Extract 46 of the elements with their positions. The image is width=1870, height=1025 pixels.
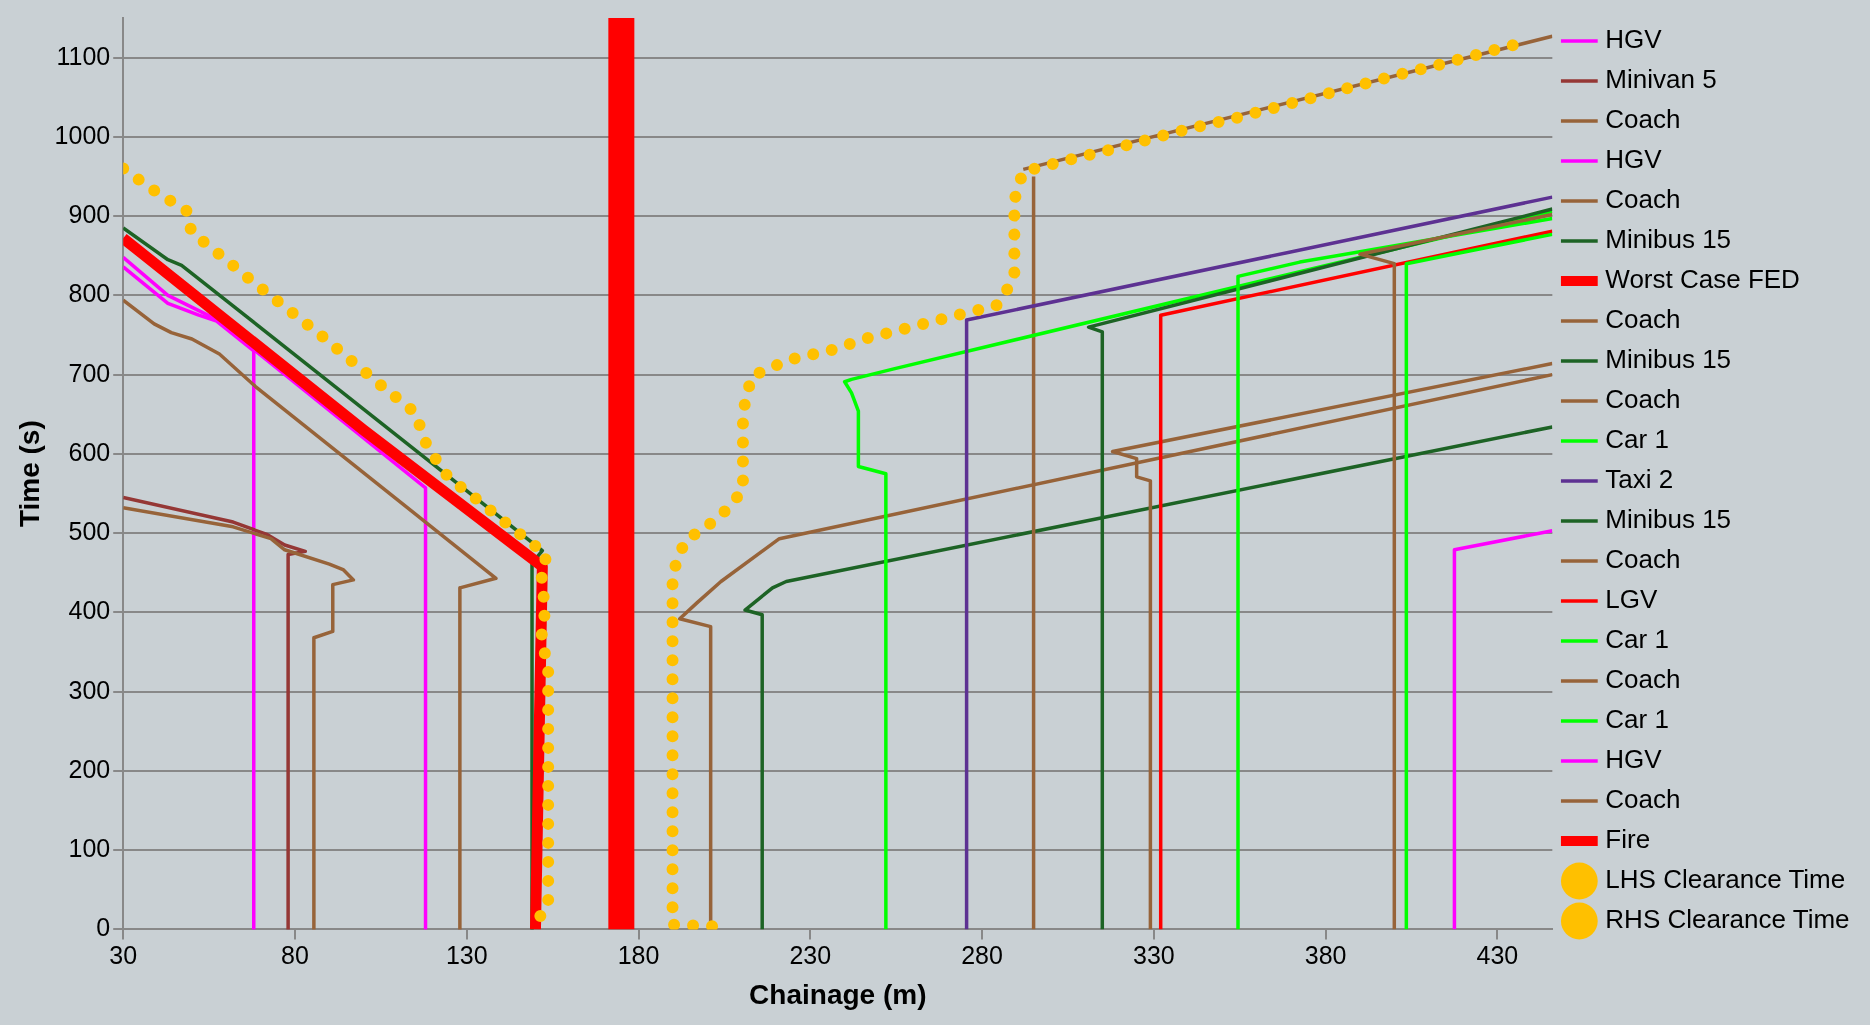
legend-label: Coach: [1605, 784, 1681, 815]
legend-label: Worst Case FED: [1605, 264, 1800, 295]
y-tick-label: 0: [96, 913, 111, 942]
y-tick-label: 800: [68, 279, 111, 308]
x-tick-label: 330: [1132, 941, 1175, 970]
x-tick-label: 130: [445, 941, 488, 970]
legend-label: RHS Clearance Time: [1605, 904, 1850, 935]
legend-label: Minibus 15: [1605, 224, 1732, 255]
y-tick-label: 600: [68, 437, 111, 466]
y-axis-title: Time (s): [13, 420, 45, 528]
legend-label: Coach: [1605, 184, 1681, 215]
legend-label: Coach: [1605, 104, 1681, 135]
legend-label: Car 1: [1605, 624, 1669, 655]
x-tick-label: 280: [961, 941, 1003, 970]
legend-label: HGV: [1605, 144, 1663, 175]
x-tick-label: 230: [789, 941, 832, 970]
legend-label: LGV: [1605, 584, 1659, 615]
y-tick-label: 300: [68, 675, 111, 704]
x-tick-label: 30: [109, 941, 138, 970]
y-tick-label: 700: [68, 358, 111, 387]
legend-label: Coach: [1605, 384, 1681, 415]
legend-label: Minibus 15: [1605, 504, 1732, 535]
legend-label: HGV: [1605, 744, 1663, 775]
legend-label: HGV: [1605, 24, 1663, 55]
legend-label: Car 1: [1605, 704, 1669, 735]
legend-label: Car 1: [1605, 424, 1669, 455]
y-tick-label: 1100: [56, 41, 111, 70]
y-tick-label: 1000: [54, 120, 111, 149]
x-tick-label: 380: [1304, 941, 1347, 970]
x-tick-label: 180: [617, 941, 660, 970]
legend-label: Fire: [1605, 824, 1651, 855]
y-tick-label: 500: [68, 517, 111, 546]
legend-label: Minibus 15: [1605, 344, 1732, 375]
legend-label: Minivan 5: [1605, 64, 1717, 95]
y-tick-label: 400: [68, 596, 111, 625]
x-tick-label: 430: [1476, 941, 1519, 970]
y-tick-label: 900: [68, 200, 111, 229]
x-tick-label: 80: [281, 941, 309, 970]
legend-label: Coach: [1605, 664, 1681, 695]
y-tick-label: 100: [68, 834, 111, 863]
legend-label: Coach: [1605, 304, 1681, 335]
y-tick-label: 200: [68, 754, 111, 783]
legend-label: Taxi 2: [1605, 464, 1674, 495]
legend-label: LHS Clearance Time: [1605, 864, 1846, 895]
x-axis-title: Chainage (m): [749, 978, 927, 1010]
legend-label: Coach: [1605, 544, 1681, 575]
